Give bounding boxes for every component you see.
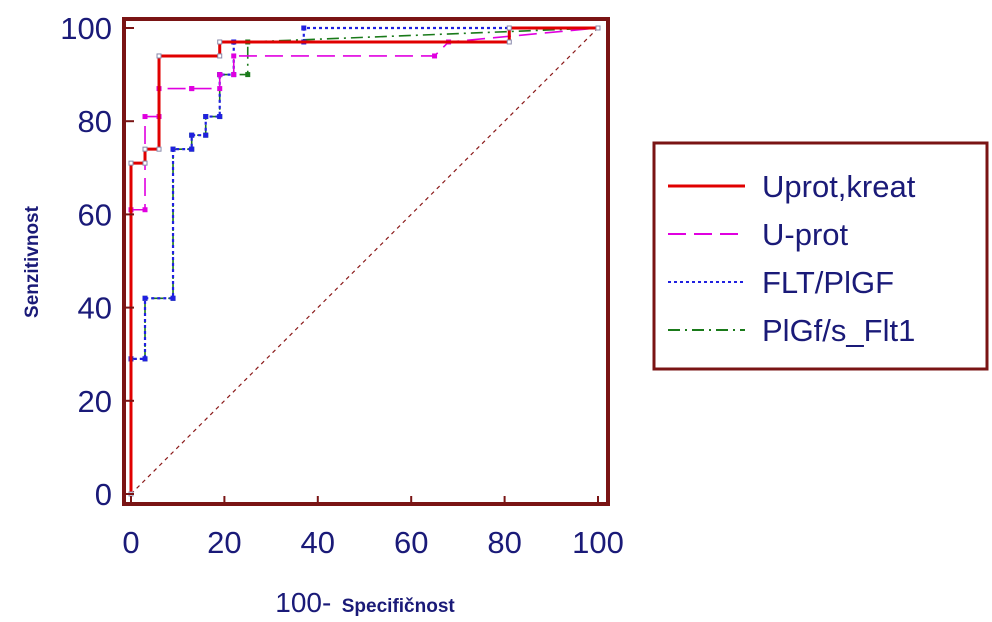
plot-content (128, 25, 601, 497)
series-3-point (142, 295, 148, 301)
y-tick-label: 60 (78, 197, 112, 232)
series-3-point (142, 356, 148, 362)
series-3-point (203, 132, 209, 138)
series-1-point (595, 25, 601, 31)
series-4-point (245, 72, 251, 78)
series-3-point (170, 146, 176, 152)
x-axis-label-word: Specifičnost (342, 596, 456, 617)
x-axis-ticks: 0 20 40 60 80 100 (122, 496, 624, 560)
legend: Uprot,kreat U-prot FLT/PlGF PlGf/s_Flt1 (652, 141, 989, 371)
series-1-point (156, 53, 162, 59)
x-axis-label: 100- Specifičnost (275, 587, 455, 618)
legend-label-2: U-prot (762, 217, 849, 252)
y-tick-label: 40 (78, 291, 112, 326)
x-tick-label: 40 (301, 525, 335, 560)
series-1-point (217, 53, 223, 59)
series-3-point (189, 132, 195, 138)
x-tick-label: 80 (487, 525, 521, 560)
y-tick-label: 80 (78, 104, 112, 139)
series-2-point (217, 72, 223, 78)
series-1-point (156, 146, 162, 152)
x-tick-label: 20 (207, 525, 241, 560)
x-axis-label-prefix: 100- (275, 587, 331, 618)
legend-label-4: PlGf/s_Flt1 (762, 313, 915, 348)
legend-label-1: Uprot,kreat (762, 169, 916, 204)
y-tick-label: 100 (60, 11, 112, 46)
x-tick-label: 100 (572, 525, 624, 560)
series-1-point (142, 146, 148, 152)
series-1-point (506, 25, 512, 31)
series-1-point (506, 39, 512, 45)
series-1-point (142, 160, 148, 166)
y-tick-label: 20 (78, 384, 112, 419)
y-axis-ticks: 0 20 40 60 80 100 (60, 11, 134, 512)
y-axis-label: Senzitivnost (22, 205, 43, 318)
legend-label-3: FLT/PlGF (762, 265, 894, 300)
series-3-point (170, 295, 176, 301)
series-2-point (142, 207, 148, 213)
series-1-point (128, 160, 134, 166)
series-2-point (142, 114, 148, 120)
reference-diagonal-line (130, 27, 599, 495)
legend-box (652, 141, 989, 371)
y-tick-label: 0 (95, 477, 112, 512)
series-3-point (189, 146, 195, 152)
series-3-point (301, 25, 307, 31)
x-tick-label: 60 (394, 525, 428, 560)
x-tick-label: 0 (122, 525, 139, 560)
series-2-point (231, 72, 237, 78)
series-3-point (203, 114, 209, 120)
series-3-point (217, 114, 223, 120)
series-1-point (217, 39, 223, 45)
series-2-point (189, 86, 195, 92)
plot-frame (122, 17, 610, 506)
series-2-point (217, 86, 223, 92)
series-line-2 (130, 27, 599, 494)
series-2-point (432, 53, 438, 59)
series-2-point (231, 53, 237, 59)
